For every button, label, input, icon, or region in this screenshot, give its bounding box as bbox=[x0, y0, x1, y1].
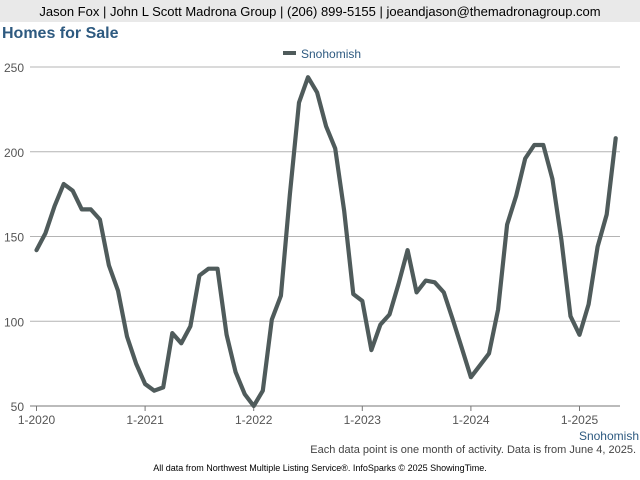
y-tick-label: 150 bbox=[4, 231, 24, 245]
y-tick-label: 200 bbox=[4, 146, 24, 160]
y-tick-label: 100 bbox=[4, 315, 24, 329]
x-axis-series-label: Snohomish bbox=[579, 429, 639, 443]
x-tick-label: 1-2020 bbox=[18, 413, 56, 427]
y-tick-label: 250 bbox=[4, 61, 24, 75]
data-credits: All data from Northwest Multiple Listing… bbox=[153, 463, 487, 473]
x-tick-label: 1-2025 bbox=[561, 413, 599, 427]
x-tick-label: 1-2021 bbox=[126, 413, 164, 427]
page-title: Homes for Sale bbox=[2, 25, 119, 42]
x-tick-label: 1-2023 bbox=[344, 413, 382, 427]
series-line-snohomish bbox=[34, 75, 618, 409]
y-tick-label: 50 bbox=[11, 400, 25, 414]
legend-label: Snohomish bbox=[301, 47, 361, 61]
contact-header-bar: Jason Fox | John L Scott Madrona Group |… bbox=[0, 0, 640, 22]
contact-info: Jason Fox | John L Scott Madrona Group |… bbox=[39, 3, 601, 19]
x-tick-label: 1-2022 bbox=[235, 413, 273, 427]
data-footnote: Each data point is one month of activity… bbox=[310, 444, 636, 456]
x-tick-label: 1-2024 bbox=[452, 413, 490, 427]
